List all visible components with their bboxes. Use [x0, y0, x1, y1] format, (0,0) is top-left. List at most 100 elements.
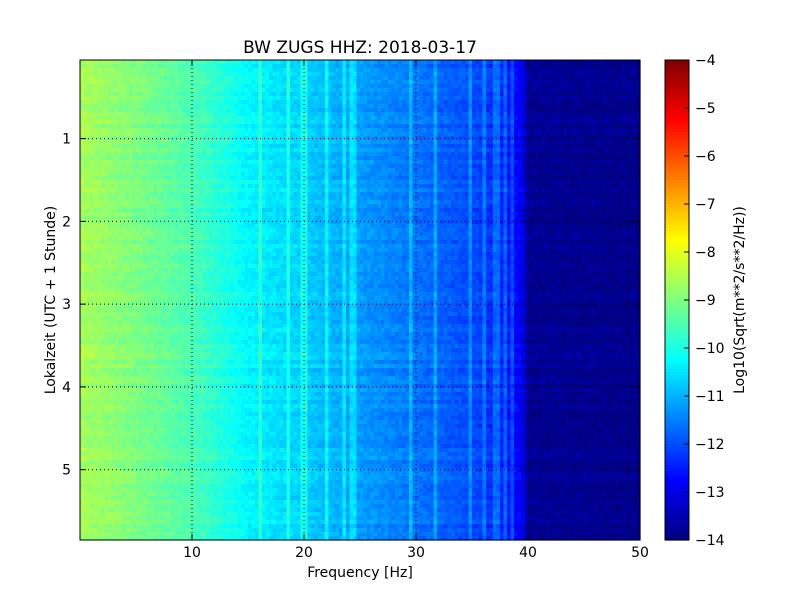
heatmap-cell: [458, 104, 462, 109]
heatmap-cell: [402, 64, 406, 69]
heatmap-cell: [357, 124, 361, 129]
heatmap-cell: [416, 132, 420, 137]
heatmap-cell: [388, 120, 392, 125]
heatmap-cell: [126, 160, 130, 165]
heatmap-cell: [157, 156, 161, 161]
heatmap-cell: [276, 148, 280, 153]
heatmap-cell: [245, 84, 249, 89]
heatmap-cell: [479, 112, 483, 117]
heatmap-cell: [577, 180, 581, 185]
heatmap-cell: [304, 76, 308, 81]
heatmap-cell: [185, 72, 189, 77]
heatmap-cell: [213, 76, 217, 81]
heatmap-cell: [420, 124, 424, 129]
heatmap-cell: [392, 120, 396, 125]
heatmap-cell: [175, 68, 179, 73]
heatmap-cell: [231, 72, 235, 77]
heatmap-cell: [101, 68, 105, 73]
heatmap-cell: [192, 172, 196, 177]
heatmap-cell: [563, 176, 567, 181]
heatmap-cell: [511, 80, 515, 85]
heatmap-cell: [129, 92, 133, 97]
spectrogram-heatmap: [80, 60, 641, 541]
heatmap-cell: [574, 104, 578, 109]
heatmap-cell: [402, 112, 406, 117]
heatmap-cell: [350, 100, 354, 105]
heatmap-cell: [252, 148, 256, 153]
heatmap-cell: [266, 88, 270, 93]
heatmap-cell: [532, 100, 536, 105]
heatmap-cell: [199, 176, 203, 181]
heatmap-cell: [570, 132, 574, 137]
heatmap-cell: [490, 160, 494, 165]
heatmap-cell: [353, 100, 357, 105]
heatmap-cell: [203, 184, 207, 189]
heatmap-cell: [388, 148, 392, 153]
heatmap-cell: [402, 128, 406, 133]
heatmap-cell: [273, 180, 277, 185]
heatmap-cell: [101, 180, 105, 185]
heatmap-cell: [206, 144, 210, 149]
heatmap-cell: [136, 128, 140, 133]
heatmap-cell: [108, 168, 112, 173]
heatmap-cell: [479, 176, 483, 181]
heatmap-cell: [381, 108, 385, 113]
heatmap-cell: [241, 72, 245, 77]
heatmap-cell: [325, 160, 329, 165]
heatmap-cell: [483, 72, 487, 77]
heatmap-cell: [388, 180, 392, 185]
heatmap-cell: [546, 180, 550, 185]
heatmap-cell: [290, 72, 294, 77]
heatmap-cell: [329, 108, 333, 113]
heatmap-cell: [287, 124, 291, 129]
heatmap-cell: [567, 160, 571, 165]
heatmap-cell: [325, 84, 329, 89]
heatmap-cell: [392, 100, 396, 105]
heatmap-cell: [476, 96, 480, 101]
heatmap-cell: [329, 80, 333, 85]
heatmap-cell: [315, 108, 319, 113]
heatmap-cell: [434, 76, 438, 81]
heatmap-cell: [332, 92, 336, 97]
heatmap-cell: [560, 160, 564, 165]
heatmap-cell: [322, 72, 326, 77]
heatmap-cell: [122, 164, 126, 169]
heatmap-cell: [507, 128, 511, 133]
heatmap-cell: [252, 168, 256, 173]
heatmap-cell: [311, 152, 315, 157]
heatmap-cell: [91, 160, 95, 165]
heatmap-cell: [381, 112, 385, 117]
heatmap-cell: [234, 180, 238, 185]
heatmap-cell: [329, 132, 333, 137]
heatmap-cell: [367, 80, 371, 85]
heatmap-cell: [308, 132, 312, 137]
heatmap-cell: [430, 168, 434, 173]
heatmap-cell: [441, 172, 445, 177]
heatmap-cell: [245, 100, 249, 105]
heatmap-cell: [528, 172, 532, 177]
heatmap-cell: [269, 156, 273, 161]
heatmap-cell: [280, 180, 284, 185]
heatmap-cell: [423, 76, 427, 81]
heatmap-cell: [213, 60, 217, 65]
heatmap-cell: [441, 180, 445, 185]
heatmap-cell: [385, 116, 389, 121]
heatmap-cell: [416, 72, 420, 77]
heatmap-cell: [266, 100, 270, 105]
heatmap-cell: [297, 80, 301, 85]
heatmap-cell: [441, 100, 445, 105]
heatmap-cell: [444, 180, 448, 185]
heatmap-cell: [595, 128, 599, 133]
heatmap-cell: [595, 72, 599, 77]
heatmap-cell: [245, 132, 249, 137]
heatmap-cell: [332, 124, 336, 129]
heatmap-cell: [168, 68, 172, 73]
heatmap-cell: [199, 116, 203, 121]
heatmap-cell: [283, 104, 287, 109]
heatmap-cell: [80, 72, 84, 77]
heatmap-cell: [570, 96, 574, 101]
heatmap-cell: [395, 176, 399, 181]
heatmap-cell: [203, 88, 207, 93]
heatmap-cell: [238, 180, 242, 185]
heatmap-cell: [574, 180, 578, 185]
